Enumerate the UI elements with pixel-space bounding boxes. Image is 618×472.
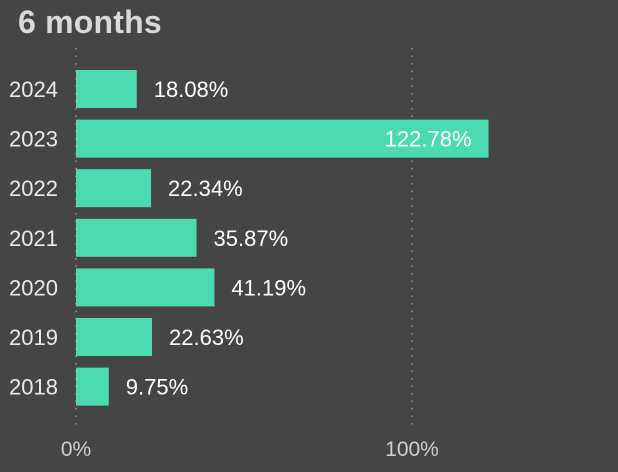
category-label: 2024 (9, 77, 58, 102)
bar-2021 (76, 218, 197, 257)
x-axis: 0% 100% (61, 438, 439, 461)
bar-2022 (76, 169, 152, 208)
value-label: 9.75% (126, 375, 188, 400)
category-label: 2021 (9, 226, 58, 251)
value-label: 18.08% (154, 77, 229, 102)
chart-title: 6 months (18, 4, 162, 40)
category-label: 2019 (9, 325, 58, 350)
bar-2019 (76, 318, 153, 356)
value-label: 22.63% (169, 325, 244, 350)
category-label: 2023 (9, 127, 58, 152)
bar-2018 (76, 367, 109, 406)
category-label: 2022 (9, 176, 58, 201)
bar-2024 (76, 70, 137, 108)
bar-2020 (76, 268, 215, 307)
label-layer: 2024 18.08% 2023 122.78% 2022 22.34% 2021 35.87… (9, 77, 471, 400)
category-label: 2018 (9, 375, 58, 400)
x-tick-label: 100% (385, 438, 439, 461)
category-label: 2020 (9, 275, 58, 300)
value-label: 41.19% (231, 275, 306, 300)
value-label: 122.78% (385, 127, 472, 152)
bar-layer (76, 70, 489, 406)
x-tick-label: 0% (61, 438, 91, 461)
value-label: 35.87% (214, 226, 289, 251)
value-label: 22.34% (168, 176, 243, 201)
bar-2023 (76, 119, 489, 158)
